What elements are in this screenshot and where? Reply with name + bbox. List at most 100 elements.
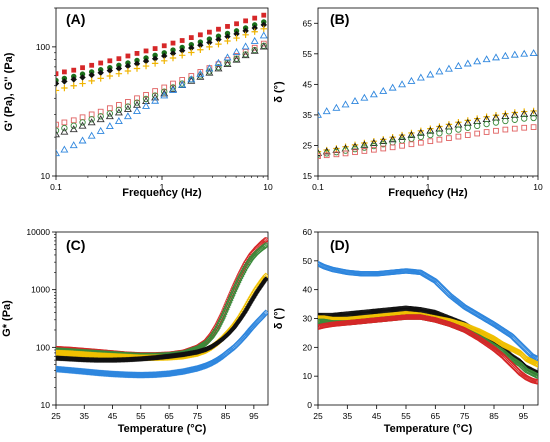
- data-point: [464, 132, 471, 138]
- data-point: [223, 60, 232, 67]
- y-tick-label: 0: [307, 400, 312, 410]
- data-point: [151, 96, 160, 104]
- data-point: [98, 60, 104, 66]
- data-point: [142, 101, 151, 109]
- x-tick-label: 85: [221, 411, 231, 421]
- data-point: [56, 71, 59, 77]
- data-point: [106, 67, 114, 74]
- data-point: [233, 340, 241, 348]
- data-point: [260, 40, 267, 47]
- data-point: [252, 15, 258, 21]
- data-point: [251, 44, 258, 51]
- data-point: [233, 34, 240, 42]
- data-point: [124, 62, 132, 70]
- data-point: [399, 142, 405, 149]
- data-point: [529, 109, 538, 117]
- data-point: [61, 119, 68, 126]
- data-point: [243, 18, 249, 24]
- y-tick-label: 10000: [26, 227, 50, 237]
- data-point: [134, 95, 140, 102]
- data-point: [251, 28, 258, 35]
- x-tick-label: 25: [51, 411, 61, 421]
- data-point: [233, 30, 240, 38]
- data-point: [333, 151, 340, 158]
- x-tick-label: 65: [431, 411, 441, 421]
- data-point: [232, 283, 240, 291]
- data-point: [71, 67, 77, 73]
- data-point: [444, 64, 453, 72]
- data-point: [151, 93, 160, 101]
- x-tick-label: 25: [313, 411, 323, 421]
- data-point: [143, 48, 149, 54]
- data-point: [417, 127, 425, 134]
- data-point: [78, 136, 87, 144]
- data-point: [169, 50, 177, 57]
- data-point: [107, 58, 113, 64]
- data-point: [483, 120, 490, 128]
- data-point: [70, 76, 77, 83]
- data-point: [56, 149, 60, 157]
- y-tick-label: 40: [303, 285, 313, 295]
- x-axis-title: Temperature (°C): [118, 423, 207, 435]
- series-4: [56, 25, 267, 94]
- data-point: [115, 106, 123, 114]
- data-point: [464, 124, 471, 131]
- data-point: [250, 46, 259, 54]
- data-point: [455, 126, 462, 133]
- data-point: [69, 125, 78, 133]
- data-point: [379, 86, 388, 94]
- y-tick-label: 65: [303, 18, 313, 28]
- data-point: [114, 117, 123, 124]
- data-point: [474, 122, 481, 130]
- data-point: [56, 130, 60, 138]
- series-4: [318, 114, 537, 158]
- series-1: [56, 12, 267, 77]
- data-point: [116, 56, 122, 62]
- series-4: [56, 276, 268, 363]
- plot-frame: [55, 231, 269, 406]
- data-point: [56, 80, 60, 87]
- data-point: [160, 89, 169, 97]
- data-point: [178, 80, 187, 88]
- data-point: [435, 124, 444, 132]
- x-tick-label: 45: [108, 411, 118, 421]
- data-point: [170, 40, 176, 46]
- data-point: [124, 67, 132, 75]
- chart-panel-1: 0.1 1 10 10 100 Frequency (Hz) G' (Pa), G'' (P…: [3, 7, 273, 199]
- data-point: [179, 44, 185, 51]
- data-point: [436, 123, 443, 130]
- data-point: [142, 57, 150, 65]
- data-point: [206, 36, 213, 42]
- data-point: [534, 361, 538, 368]
- data-point: [88, 77, 95, 85]
- data-point: [61, 124, 68, 132]
- data-point: [427, 125, 434, 132]
- data-point: [351, 142, 359, 150]
- data-point: [79, 119, 86, 126]
- data-point: [530, 124, 537, 130]
- data-point: [502, 117, 509, 125]
- data-point: [389, 144, 396, 151]
- data-layer: [318, 260, 538, 385]
- data-point: [152, 46, 158, 51]
- data-point: [116, 102, 122, 108]
- data-point: [361, 148, 368, 154]
- data-point: [125, 53, 131, 59]
- data-point: [161, 43, 167, 49]
- y-tick-label: 35: [303, 110, 313, 120]
- series-8: [56, 31, 268, 157]
- data-point: [70, 122, 77, 129]
- data-point: [205, 64, 214, 72]
- data-point: [79, 114, 86, 121]
- x-axis-title: Frequency (Hz): [388, 187, 468, 199]
- data-point: [151, 60, 159, 67]
- x-tick-label: 55: [136, 411, 146, 421]
- data-point: [232, 47, 241, 55]
- data-point: [241, 42, 250, 50]
- data-point: [152, 52, 158, 59]
- data-point: [188, 44, 195, 52]
- data-point: [242, 49, 249, 55]
- data-point: [79, 74, 86, 81]
- data-point: [407, 76, 416, 84]
- data-point: [60, 145, 69, 153]
